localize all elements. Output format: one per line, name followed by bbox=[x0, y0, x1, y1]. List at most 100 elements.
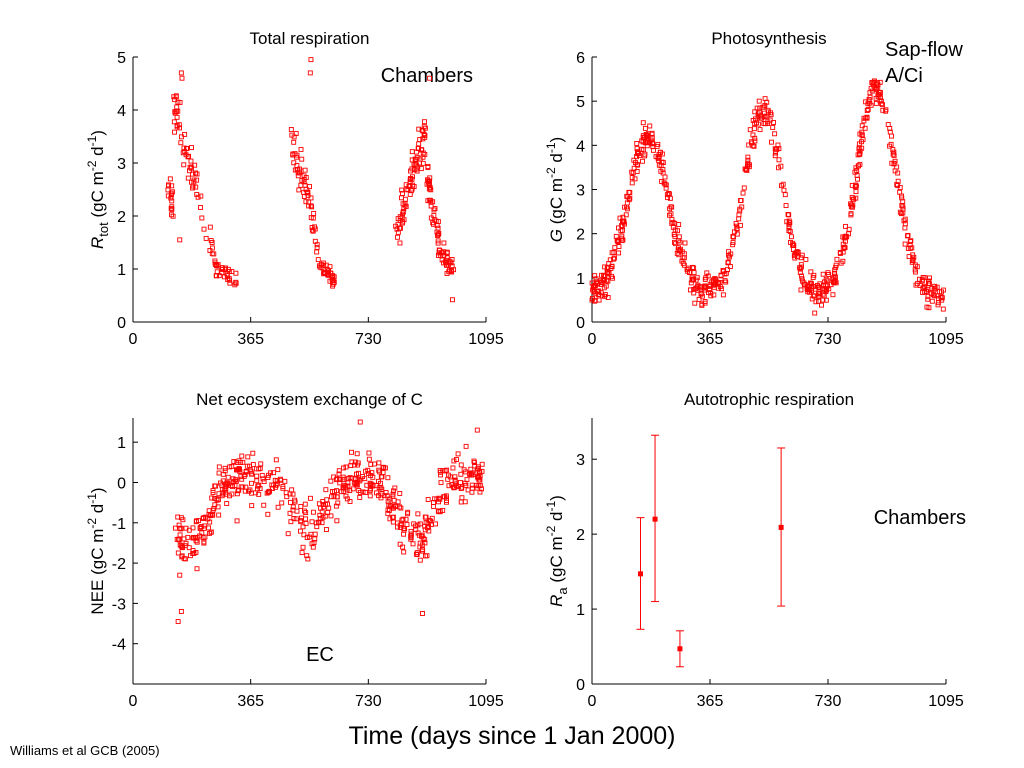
data-point bbox=[305, 556, 311, 562]
data-point bbox=[210, 490, 216, 496]
chart-title: Photosynthesis bbox=[711, 29, 826, 48]
data-point bbox=[450, 297, 455, 303]
data-point bbox=[619, 223, 625, 229]
x-tick-label: 730 bbox=[355, 331, 382, 348]
data-point bbox=[385, 507, 391, 513]
data-point bbox=[310, 509, 316, 515]
data-point bbox=[249, 480, 254, 486]
data-point bbox=[291, 160, 297, 166]
data-point bbox=[606, 270, 612, 276]
data-point bbox=[803, 256, 809, 262]
data-point bbox=[273, 482, 279, 488]
data-point bbox=[853, 183, 859, 189]
data-point bbox=[662, 174, 668, 180]
data-point bbox=[308, 203, 314, 209]
data-point bbox=[925, 296, 931, 302]
data-point bbox=[706, 290, 711, 296]
data-point bbox=[441, 260, 447, 266]
data-point bbox=[901, 218, 907, 224]
data-point bbox=[225, 480, 230, 486]
data-point bbox=[664, 192, 670, 198]
data-point bbox=[812, 310, 818, 316]
data-point bbox=[411, 167, 417, 173]
data-point bbox=[677, 246, 683, 252]
data-point bbox=[183, 540, 189, 546]
data-point bbox=[727, 254, 732, 260]
data-point bbox=[459, 495, 465, 501]
data-point bbox=[687, 270, 692, 275]
data-point bbox=[911, 254, 917, 260]
data-point bbox=[177, 532, 183, 538]
data-point bbox=[693, 277, 699, 283]
data-point bbox=[208, 238, 214, 243]
data-point bbox=[398, 505, 404, 511]
data-point bbox=[207, 248, 213, 253]
data-point bbox=[707, 287, 713, 293]
data-point bbox=[186, 545, 192, 551]
data-point bbox=[297, 166, 302, 172]
data-point bbox=[851, 196, 857, 202]
data-point bbox=[291, 134, 297, 140]
data-point bbox=[799, 276, 805, 282]
data-point bbox=[401, 531, 407, 537]
data-point bbox=[212, 483, 218, 489]
data-point bbox=[316, 519, 322, 525]
data-point bbox=[755, 114, 761, 120]
data-point bbox=[322, 501, 328, 507]
data-point bbox=[924, 304, 930, 310]
data-point bbox=[350, 486, 356, 492]
data-point bbox=[811, 293, 817, 299]
data-point bbox=[182, 149, 188, 155]
data-point bbox=[832, 278, 838, 284]
data-point bbox=[731, 234, 736, 240]
data-point bbox=[820, 271, 826, 277]
data-point bbox=[629, 180, 635, 186]
data-point bbox=[863, 115, 869, 121]
data-point bbox=[770, 124, 776, 130]
data-point bbox=[422, 134, 428, 140]
y-tick-label: 2 bbox=[117, 209, 126, 226]
data-point bbox=[220, 471, 226, 477]
data-point bbox=[782, 192, 788, 198]
data-point bbox=[409, 176, 415, 182]
data-point bbox=[325, 272, 331, 278]
data-point bbox=[890, 147, 896, 153]
data-point bbox=[691, 265, 697, 271]
data-point bbox=[280, 484, 286, 489]
data-point bbox=[399, 195, 404, 201]
data-point bbox=[314, 249, 320, 255]
data-point bbox=[725, 259, 731, 265]
data-point bbox=[290, 507, 296, 513]
data-point bbox=[394, 226, 400, 232]
data-point bbox=[426, 186, 432, 192]
data-point bbox=[817, 281, 823, 287]
data-point bbox=[328, 478, 334, 484]
data-point bbox=[303, 521, 309, 526]
data-point bbox=[172, 109, 178, 115]
data-point bbox=[435, 225, 441, 231]
data-point bbox=[212, 502, 218, 508]
data-point bbox=[288, 499, 293, 505]
data-point bbox=[295, 173, 301, 179]
data-point bbox=[397, 214, 403, 220]
data-point bbox=[878, 101, 884, 107]
data-point bbox=[479, 486, 484, 492]
data-point bbox=[343, 464, 349, 470]
data-point bbox=[400, 544, 406, 550]
data-point bbox=[391, 505, 397, 511]
data-point bbox=[420, 611, 425, 616]
data-point bbox=[725, 260, 731, 266]
data-point bbox=[175, 99, 181, 105]
data-point bbox=[165, 193, 171, 199]
data-point bbox=[201, 539, 207, 545]
data-point bbox=[448, 260, 454, 266]
data-point bbox=[298, 146, 304, 152]
data-point bbox=[390, 519, 396, 525]
data-point bbox=[343, 485, 349, 491]
data-point bbox=[222, 265, 228, 271]
data-point bbox=[690, 264, 695, 270]
data-point bbox=[391, 497, 397, 503]
data-point bbox=[403, 204, 409, 209]
data-point bbox=[356, 470, 361, 476]
data-point bbox=[381, 493, 387, 499]
